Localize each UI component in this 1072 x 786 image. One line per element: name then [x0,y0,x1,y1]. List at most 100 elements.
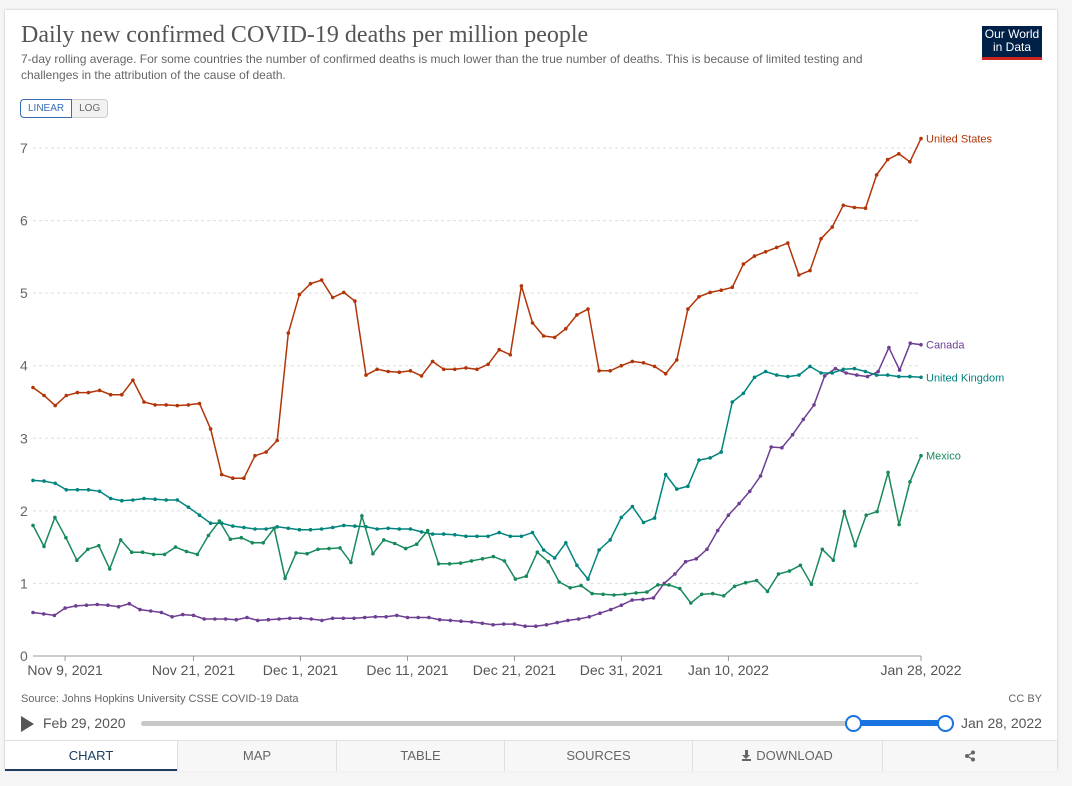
data-point-mexico [491,554,496,559]
data-point-united-states [197,401,202,406]
data-point-canada [74,604,78,608]
tab-map[interactable]: MAP [177,741,336,771]
data-point-mexico [31,523,35,528]
y-tick-label: 7 [20,140,28,156]
data-point-mexico [897,522,901,527]
data-point-united-kingdom [131,498,135,502]
data-point-united-kingdom [120,498,124,503]
series-united-states [31,136,923,481]
data-point-united-states [874,173,879,177]
data-point-mexico [765,589,770,594]
data-point-mexico [261,541,266,545]
timeline-selected-range [852,720,945,726]
data-point-united-kingdom [175,498,180,502]
y-tick-label: 2 [20,503,28,519]
data-point-united-kingdom [586,577,590,581]
data-point-mexico [42,544,46,549]
data-point-united-states [763,250,768,254]
source-note[interactable]: Source: Johns Hopkins University CSSE CO… [21,693,299,705]
series-label-canada: Canada [926,340,965,352]
data-point-mexico [382,538,386,542]
data-point-united-states [408,369,413,373]
data-point-canada [31,610,35,615]
data-point-mexico [743,580,748,585]
data-point-canada [587,615,592,619]
tab-share[interactable] [882,741,1057,771]
data-point-canada [908,341,913,346]
data-point-canada [116,604,121,609]
data-point-canada [576,617,581,621]
series-line-mexico [32,455,922,605]
data-point-mexico [327,546,331,551]
data-point-mexico [656,583,660,587]
owid-logo[interactable]: Our World in Data [982,26,1042,60]
tab-download[interactable]: DOWNLOAD [692,741,882,771]
data-point-mexico [75,558,79,562]
data-point-united-states [519,284,524,288]
data-point-mexico [250,541,255,545]
data-point-united-kingdom [164,498,168,502]
x-tick-label: Nov 21, 2021 [152,662,235,678]
series-label-mexico: Mexico [926,451,961,463]
data-point-canada [288,616,292,621]
data-point-mexico [272,526,277,531]
data-point-mexico [64,535,68,540]
data-point-united-kingdom [763,369,768,374]
play-icon[interactable] [21,716,34,732]
data-point-mexico [776,572,781,576]
tab-table[interactable]: TABLE [336,741,504,771]
data-point-canada [737,501,741,506]
data-point-united-states [75,390,80,395]
data-point-canada [812,403,816,407]
data-point-united-states [297,292,302,297]
timeline-end-handle[interactable] [937,715,954,732]
data-point-united-states [441,367,446,372]
data-point-mexico [480,557,485,561]
data-point-united-states [652,364,657,369]
data-point-canada [865,374,870,379]
data-point-united-kingdom [231,524,235,528]
data-point-canada [780,445,784,450]
timeline-start-handle[interactable] [845,715,862,732]
data-point-canada [437,617,442,622]
series-label-united-kingdom: United Kingdom [926,372,1004,384]
data-point-mexico [645,590,649,594]
data-point-united-states [242,476,246,481]
timeline-start-label: Feb 29, 2020 [43,715,126,731]
logo-line-1: Our World [984,27,1040,41]
data-point-united-kingdom [386,526,391,531]
data-point-united-states [175,403,180,408]
data-point-united-states [97,388,102,393]
data-point-mexico [425,528,430,533]
data-point-united-kingdom [885,373,890,377]
data-point-united-kingdom [186,505,191,510]
data-point-united-states [364,373,368,377]
data-point-united-kingdom [919,375,923,380]
data-point-mexico [864,513,868,517]
log-scale-button[interactable]: LOG [72,99,109,118]
data-point-united-states [397,370,402,375]
license-link[interactable]: CC BY [1008,693,1042,705]
data-point-united-kingdom [353,524,357,528]
tab-chart[interactable]: CHART [5,741,177,771]
data-point-canada [855,373,859,377]
data-point-united-kingdom [430,532,435,536]
data-point-united-states [697,295,701,299]
timeline-track[interactable] [141,721,945,726]
data-point-canada [191,613,196,618]
data-point-canada [480,621,485,626]
data-point-united-states [808,268,812,273]
data-point-canada [373,615,378,619]
linear-scale-button[interactable]: LINEAR [20,99,73,118]
data-point-mexico [118,538,123,542]
data-point-united-kingdom [819,371,823,375]
data-point-canada [876,369,880,374]
data-point-mexico [886,470,890,475]
data-point-united-states [575,313,579,317]
data-point-mexico [678,586,682,591]
data-point-united-kingdom [242,525,246,530]
tab-sources[interactable]: SOURCES [504,741,692,771]
data-point-canada [683,559,688,564]
data-point-united-states [552,335,557,340]
download-icon [742,750,752,761]
